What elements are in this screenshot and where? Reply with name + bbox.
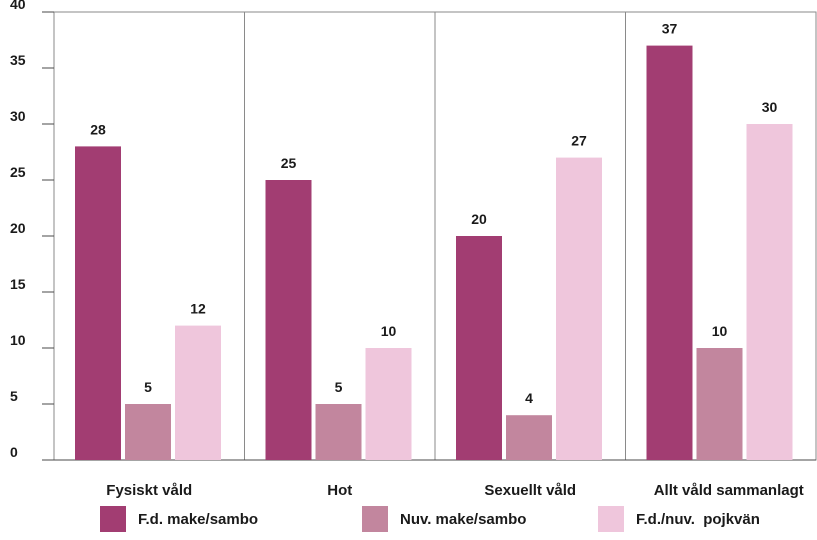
legend-swatch-fd-nuv-pojkvan — [598, 506, 624, 532]
data-label: 37 — [662, 21, 678, 37]
data-label: 20 — [471, 211, 487, 227]
legend-label-nuv-make-sambo: Nuv. make/sambo — [400, 510, 527, 528]
y-tick-label: 10 — [10, 332, 26, 348]
category-label: Sexuellt våld — [484, 482, 576, 499]
category-label: Hot — [327, 482, 352, 499]
y-tick-label: 35 — [10, 52, 26, 68]
data-label: 10 — [381, 323, 397, 339]
bar — [646, 45, 693, 460]
data-label: 25 — [281, 155, 297, 171]
legend: F.d. make/sambo Nuv. make/sambo F.d./nuv… — [0, 506, 817, 540]
y-tick-label: 25 — [10, 164, 26, 180]
data-label: 5 — [144, 379, 152, 395]
bar — [456, 236, 502, 460]
bar — [696, 348, 743, 460]
bar-chart: 0 5 10 15 20 25 30 35 40 28 25 20 37 5 5 4 10 12 10 27 30 F… — [10, 0, 817, 499]
data-label: 10 — [712, 323, 728, 339]
bar — [746, 124, 793, 460]
y-axis-ticks: 0 5 10 15 20 25 30 35 40 — [10, 0, 54, 461]
data-label: 5 — [335, 379, 343, 395]
bar — [75, 146, 121, 460]
category-labels: Fysiskt våld Hot Sexuellt våld Allt våld sa… — [106, 482, 803, 499]
bar — [365, 348, 412, 460]
data-label: 28 — [90, 121, 106, 137]
bar — [506, 415, 552, 460]
bar — [556, 157, 602, 460]
y-tick-label: 5 — [10, 388, 18, 404]
legend-item-fd-nuv-pojkvan: F.d./nuv. pojkvän — [598, 506, 760, 532]
y-tick-label: 30 — [10, 108, 26, 124]
data-labels: 28 25 20 37 5 5 4 10 12 10 27 30 — [90, 21, 777, 407]
bar — [125, 404, 171, 460]
legend-label-fd-nuv-pojkvan: F.d./nuv. pojkvän — [636, 510, 760, 528]
y-tick-label: 15 — [10, 276, 26, 292]
legend-item-fd-make-sambo: F.d. make/sambo — [100, 506, 258, 532]
category-label: Fysiskt våld — [106, 482, 192, 499]
legend-swatch-fd-make-sambo — [100, 506, 126, 532]
category-label: Allt våld sammanlagt — [654, 482, 804, 499]
data-label: 12 — [190, 301, 206, 317]
y-tick-label: 0 — [10, 444, 18, 460]
bar — [175, 325, 221, 460]
bars — [75, 45, 793, 460]
legend-item-nuv-make-sambo: Nuv. make/sambo — [362, 506, 526, 532]
y-tick-label: 20 — [10, 220, 26, 236]
bar — [265, 180, 312, 460]
data-label: 27 — [571, 133, 587, 149]
data-label: 4 — [525, 390, 533, 406]
data-label: 30 — [762, 99, 778, 115]
bar — [315, 404, 362, 460]
y-tick-label: 40 — [10, 0, 26, 12]
legend-label-fd-make-sambo: F.d. make/sambo — [138, 510, 259, 528]
legend-swatch-nuv-make-sambo — [362, 506, 388, 532]
